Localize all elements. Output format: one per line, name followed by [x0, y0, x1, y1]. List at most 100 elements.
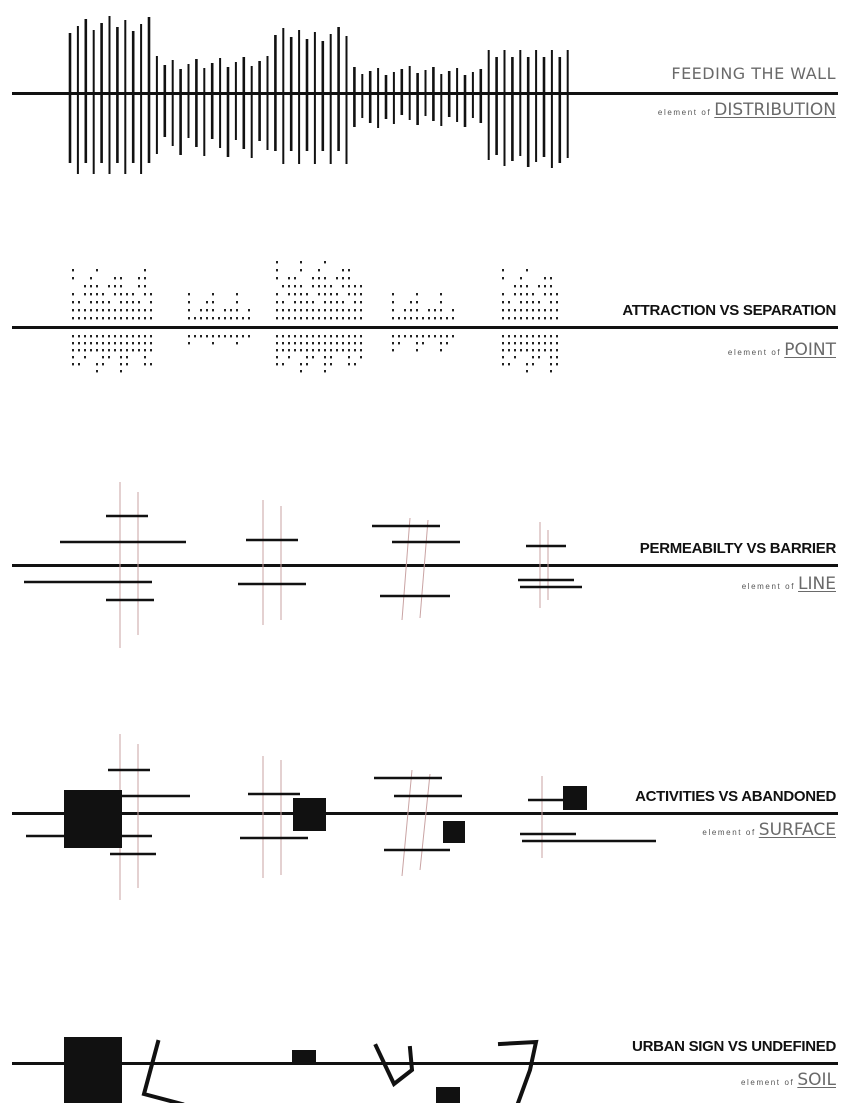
point-dot [556, 335, 558, 338]
point-dot [520, 301, 522, 304]
point-dot [212, 309, 214, 312]
point-dot [360, 342, 362, 345]
point-dot [294, 342, 296, 345]
point-dot [514, 342, 516, 345]
point-dot [446, 335, 448, 338]
point-dot [416, 293, 418, 296]
point-dot [72, 309, 74, 312]
point-dot [126, 335, 128, 338]
point-dot [342, 309, 344, 312]
point-dot [452, 335, 454, 338]
point-dot [288, 356, 290, 359]
point-dot [138, 301, 140, 304]
point-dot [538, 285, 540, 288]
point-dot [300, 342, 302, 345]
panel-subtitle: element of LINE [742, 574, 836, 594]
point-dot [248, 335, 250, 338]
point-dot [138, 349, 140, 352]
point-dot [550, 301, 552, 304]
point-dot [434, 309, 436, 312]
point-dot [354, 285, 356, 288]
point-dot [392, 309, 394, 312]
point-dot [90, 293, 92, 296]
point-dot [348, 285, 350, 288]
point-dot [206, 335, 208, 338]
point-dot [288, 293, 290, 296]
point-dot [434, 317, 436, 320]
point-dot [526, 349, 528, 352]
point-dot [538, 349, 540, 352]
point-dot [126, 356, 128, 359]
panel-subtitle: element of DISTRIBUTION [658, 100, 836, 120]
point-dot [336, 309, 338, 312]
point-dot [348, 349, 350, 352]
point-dot [348, 317, 350, 320]
point-dot [312, 301, 314, 304]
panel-title: FEEDING THE WALL [671, 64, 836, 83]
point-dot [526, 363, 528, 366]
point-dot [102, 317, 104, 320]
surface-marks [26, 734, 656, 900]
point-dot [360, 356, 362, 359]
point-dots [72, 261, 558, 373]
point-dot [102, 342, 104, 345]
point-dot [550, 309, 552, 312]
point-dot [330, 335, 332, 338]
line-marks [24, 482, 582, 648]
surface-squares [64, 786, 587, 848]
point-dot [120, 363, 122, 366]
point-dot [300, 317, 302, 320]
point-dot [84, 293, 86, 296]
point-dot [360, 301, 362, 304]
point-dot [218, 317, 220, 320]
point-dot [144, 277, 146, 280]
point-dot [276, 277, 278, 280]
point-dot [114, 342, 116, 345]
point-dot [312, 285, 314, 288]
point-dot [544, 342, 546, 345]
panel-title: ACTIVITIES VS ABANDONED [635, 788, 836, 805]
soil-block [292, 1050, 316, 1062]
point-dot [502, 301, 504, 304]
point-dot [276, 261, 278, 264]
point-dot [236, 342, 238, 345]
point-dot [300, 261, 302, 264]
point-dot [78, 363, 80, 366]
point-dot [514, 349, 516, 352]
point-dot [532, 356, 534, 359]
point-dot [502, 317, 504, 320]
point-dot [440, 335, 442, 338]
point-dot [544, 293, 546, 296]
point-dot [72, 269, 74, 272]
point-dot [550, 335, 552, 338]
point-dot [132, 317, 134, 320]
distribution-bars [68, 16, 569, 174]
point-dot [532, 335, 534, 338]
point-dot [236, 309, 238, 312]
point-dot [102, 363, 104, 366]
point-dot [90, 277, 92, 280]
point-dot [96, 301, 98, 304]
point-dot [144, 293, 146, 296]
point-dot [276, 349, 278, 352]
point-dot [318, 317, 320, 320]
point-dot [342, 269, 344, 272]
point-dot [428, 317, 430, 320]
point-dot [224, 309, 226, 312]
point-dot [550, 363, 552, 366]
point-dot [288, 285, 290, 288]
point-dot [84, 342, 86, 345]
point-dot [84, 335, 86, 338]
point-dot [120, 317, 122, 320]
point-dot [276, 317, 278, 320]
point-dot [150, 293, 152, 296]
panel-point: ATTRACTION VS SEPARATION element of POINT [0, 240, 844, 400]
point-dot [96, 349, 98, 352]
point-dot [306, 293, 308, 296]
point-dot [508, 309, 510, 312]
point-dot [360, 293, 362, 296]
point-dot [502, 363, 504, 366]
point-dot [336, 317, 338, 320]
panel-subtitle: element of POINT [728, 340, 836, 360]
point-dot [336, 293, 338, 296]
